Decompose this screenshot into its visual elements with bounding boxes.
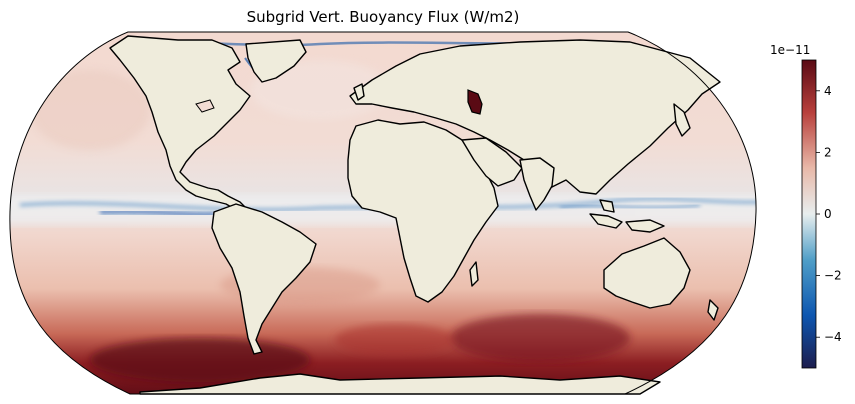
colorbar-tick-label: 0 [824,207,832,221]
madagascar [469,261,479,287]
colorbar-tick-label: 4 [824,84,832,98]
caspian-sea [467,89,483,115]
world-map [9,31,757,395]
greenland [245,39,307,83]
colorbar-gradient [801,59,817,369]
uk [353,83,365,101]
map-frame [9,31,757,395]
australia [603,237,691,309]
colorbar-ticks: 4 2 0 −2 −4 [816,84,842,344]
great-lakes [195,99,215,113]
colorbar-tick-label: 2 [824,145,832,159]
new-zealand [707,299,719,321]
land-masses [109,35,721,395]
antarctica [139,373,661,395]
africa [347,119,499,303]
colorbar-tick-label: −2 [824,269,842,283]
north-america [109,35,251,213]
colorbar-tick-label: −4 [824,330,842,344]
arabia [461,137,523,187]
eurasia [349,39,721,195]
japan [673,103,691,137]
indonesia [589,199,665,233]
colorbar-scale-label: 1e−11 [770,43,810,57]
south-america [211,203,317,355]
india [519,157,555,211]
map-title: Subgrid Vert. Buoyancy Flux (W/m2) [246,8,520,26]
